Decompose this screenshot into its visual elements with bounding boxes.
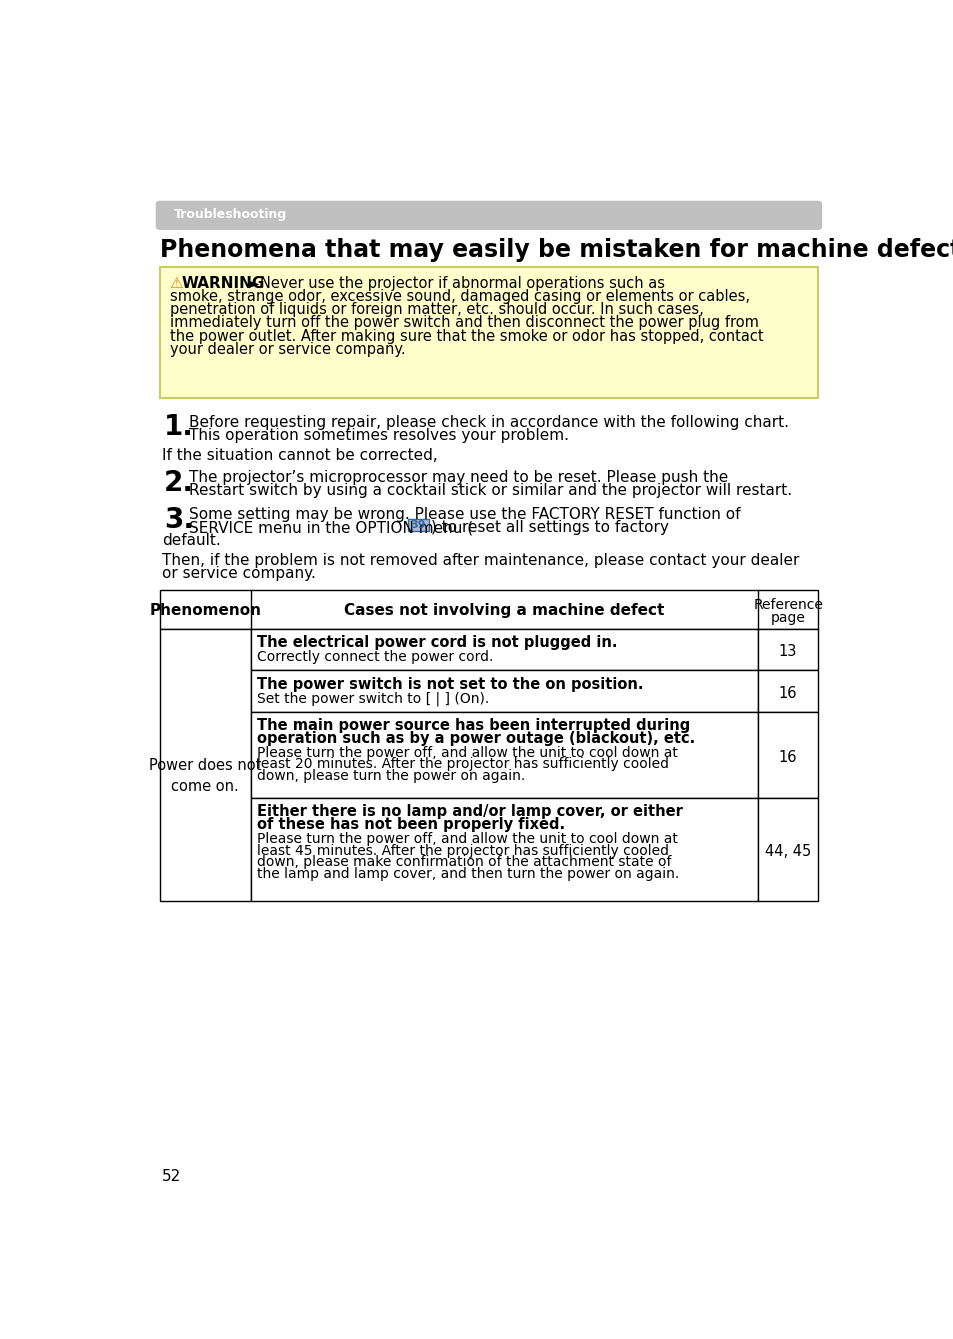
Text: The electrical power cord is not plugged in.: The electrical power cord is not plugged… — [257, 635, 617, 649]
Text: 39: 39 — [410, 521, 426, 530]
Text: page: page — [770, 611, 804, 625]
Text: Troubleshooting: Troubleshooting — [173, 208, 287, 221]
Text: 13: 13 — [778, 644, 797, 659]
Bar — [159, 266, 818, 398]
FancyBboxPatch shape — [155, 201, 821, 230]
Text: default.: default. — [162, 533, 220, 549]
Bar — [251, 671, 757, 712]
Text: Power does not
come on.: Power does not come on. — [149, 758, 261, 794]
Text: immediately turn off the power switch and then disconnect the power plug from: immediately turn off the power switch an… — [170, 316, 758, 331]
Bar — [251, 629, 757, 671]
Text: your dealer or service company.: your dealer or service company. — [170, 341, 405, 356]
Text: 16: 16 — [778, 750, 797, 765]
Text: Phenomenon: Phenomenon — [149, 603, 261, 617]
Text: down, please make confirmation of the attachment state of: down, please make confirmation of the at… — [257, 856, 671, 869]
Text: Either there is no lamp and/or lamp cover, or either: Either there is no lamp and/or lamp cove… — [257, 805, 682, 819]
Text: Some setting may be wrong. Please use the FACTORY RESET function of: Some setting may be wrong. Please use th… — [189, 507, 740, 522]
Text: ►: ► — [249, 276, 259, 291]
Text: least 20 minutes. After the projector has sufficiently cooled: least 20 minutes. After the projector ha… — [257, 758, 668, 771]
Text: The projector’s microprocessor may need to be reset. Please push the: The projector’s microprocessor may need … — [189, 470, 727, 485]
Text: least 45 minutes. After the projector has sufficiently cooled: least 45 minutes. After the projector ha… — [257, 844, 668, 858]
Text: 2.: 2. — [164, 469, 194, 497]
Text: 16: 16 — [778, 686, 797, 700]
Text: ) to reset all settings to factory: ) to reset all settings to factory — [431, 521, 668, 536]
Text: This operation sometimes resolves your problem.: This operation sometimes resolves your p… — [189, 428, 568, 443]
Text: 3.: 3. — [164, 506, 194, 534]
Text: operation such as by a power outage (blackout), etc.: operation such as by a power outage (bla… — [257, 731, 695, 746]
Text: 44, 45: 44, 45 — [764, 845, 810, 860]
Text: penetration of liquids or foreign matter, etc. should occur. In such cases,: penetration of liquids or foreign matter… — [170, 303, 702, 317]
Bar — [159, 590, 818, 629]
Bar — [757, 798, 818, 901]
Text: down, please turn the power on again.: down, please turn the power on again. — [257, 769, 525, 783]
Text: Reference: Reference — [752, 599, 822, 612]
Text: Phenomena that may easily be mistaken for machine defects: Phenomena that may easily be mistaken fo… — [159, 238, 953, 261]
Bar — [757, 671, 818, 712]
Text: smoke, strange odor, excessive sound, damaged casing or elements or cables,: smoke, strange odor, excessive sound, da… — [170, 289, 749, 304]
Text: Then, if the problem is not removed after maintenance, please contact your deale: Then, if the problem is not removed afte… — [162, 553, 799, 568]
Text: the lamp and lamp cover, and then turn the power on again.: the lamp and lamp cover, and then turn t… — [257, 866, 679, 881]
Bar — [159, 629, 251, 901]
Text: WARNING: WARNING — [181, 276, 264, 291]
Bar — [757, 629, 818, 671]
Text: ⚠: ⚠ — [169, 276, 182, 291]
Text: the power outlet. After making sure that the smoke or odor has stopped, contact: the power outlet. After making sure that… — [170, 328, 762, 344]
Bar — [251, 712, 757, 798]
Text: of these has not been properly fixed.: of these has not been properly fixed. — [257, 818, 565, 833]
Text: or service company.: or service company. — [162, 566, 315, 581]
Text: Correctly connect the power cord.: Correctly connect the power cord. — [257, 649, 493, 664]
Bar — [407, 518, 429, 532]
Bar — [251, 798, 757, 901]
Text: Please turn the power off, and allow the unit to cool down at: Please turn the power off, and allow the… — [257, 746, 678, 759]
Text: Please turn the power off, and allow the unit to cool down at: Please turn the power off, and allow the… — [257, 832, 678, 846]
Text: If the situation cannot be corrected,: If the situation cannot be corrected, — [162, 447, 437, 463]
Text: The power switch is not set to the on position.: The power switch is not set to the on po… — [257, 676, 643, 691]
Text: 52: 52 — [162, 1169, 181, 1185]
Text: SERVICE menu in the OPTION menu (: SERVICE menu in the OPTION menu ( — [189, 521, 473, 536]
Text: Set the power switch to [ | ] (On).: Set the power switch to [ | ] (On). — [257, 691, 489, 706]
Text: Never use the projector if abnormal operations such as: Never use the projector if abnormal oper… — [260, 276, 664, 291]
Bar — [757, 712, 818, 798]
Text: Restart switch by using a cocktail stick or similar and the projector will resta: Restart switch by using a cocktail stick… — [189, 483, 791, 498]
Text: Before requesting repair, please check in accordance with the following chart.: Before requesting repair, please check i… — [189, 415, 788, 430]
Text: 1.: 1. — [164, 414, 193, 442]
Text: The main power source has been interrupted during: The main power source has been interrupt… — [257, 718, 690, 734]
Text: Cases not involving a machine defect: Cases not involving a machine defect — [344, 603, 664, 617]
